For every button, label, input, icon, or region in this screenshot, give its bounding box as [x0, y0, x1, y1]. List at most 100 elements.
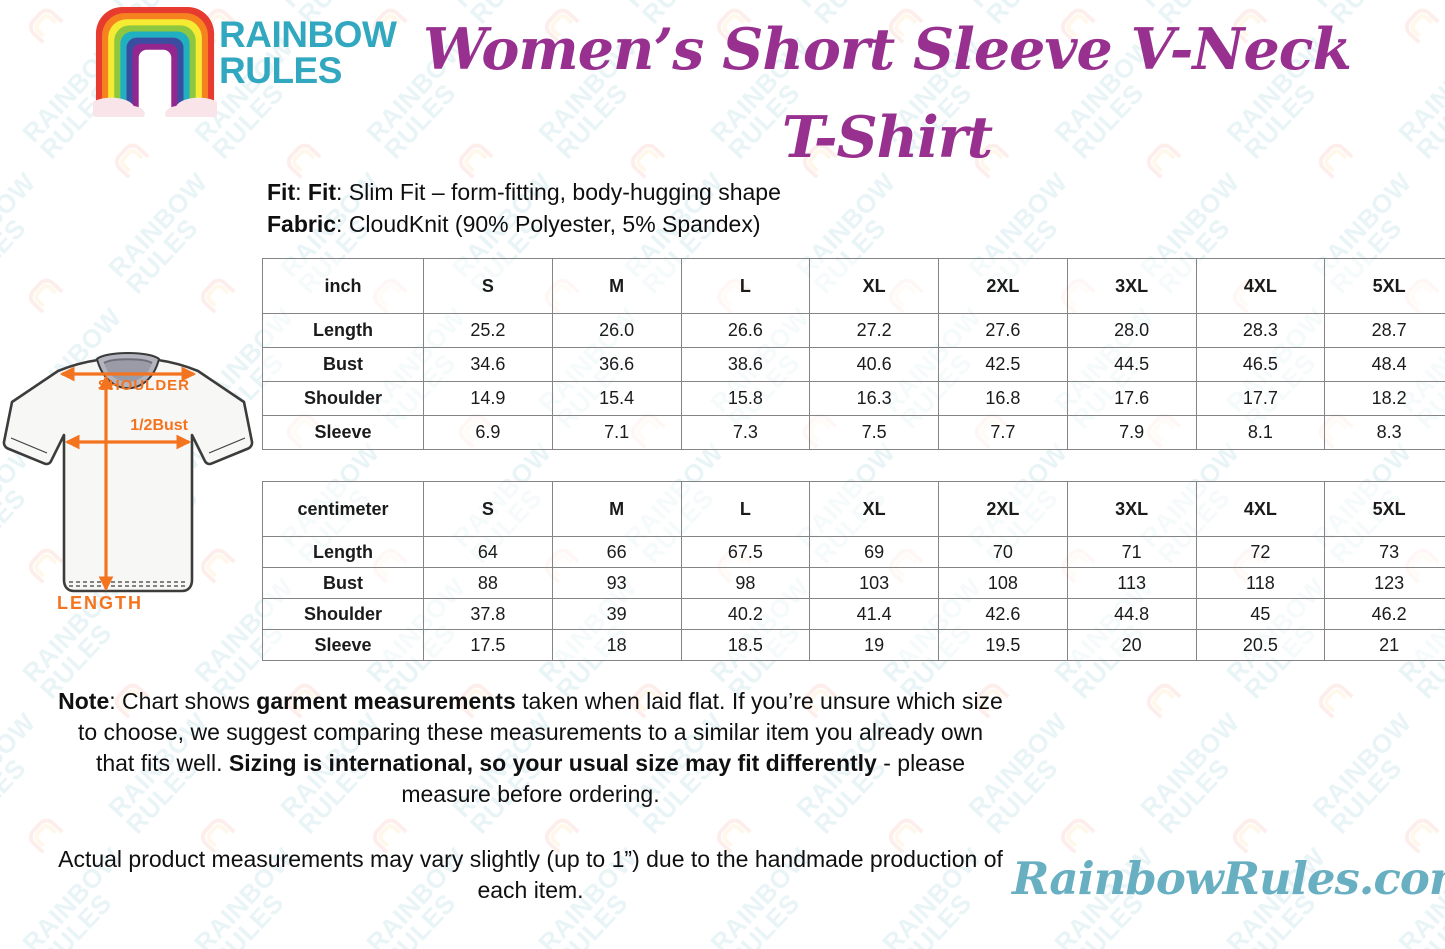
fabric-label: Fabric — [267, 211, 337, 237]
measurement-cell: 46.5 — [1195, 347, 1326, 382]
rainbow-rules-logo-icon — [93, 7, 217, 117]
unit-header: centimeter — [262, 481, 424, 537]
measurement-cell: 44.8 — [1066, 598, 1197, 630]
measurement-row-label: Length — [262, 536, 424, 568]
watermark-text: RAINBOW RULES — [0, 707, 42, 840]
measurement-cell: 14.9 — [423, 381, 553, 416]
size-column-header: 4XL — [1195, 481, 1326, 537]
watermark-text: RAINBOW RULES — [1306, 707, 1418, 840]
measurement-cell: 46.2 — [1324, 598, 1445, 630]
measurement-cell: 70 — [938, 536, 1068, 568]
measurement-cell: 42.5 — [938, 347, 1068, 382]
shoulder-label: SHOULDER — [98, 377, 190, 394]
size-column-header: S — [423, 258, 553, 314]
measurement-cell: 37.8 — [423, 598, 553, 630]
size-column-header: 2XL — [938, 481, 1068, 537]
disclaimer-text: Actual product measurements may vary sli… — [58, 846, 1003, 903]
watermark-rainbow-icon — [1400, 814, 1440, 854]
measurement-cell: 67.5 — [680, 536, 811, 568]
fit-label-2: Fit — [307, 179, 336, 205]
measurement-row-label: Shoulder — [262, 598, 424, 630]
size-column-header: 3XL — [1066, 258, 1197, 314]
measurement-cell: 17.5 — [423, 629, 553, 661]
measurement-row-label: Sleeve — [262, 629, 424, 661]
measurement-cell: 7.9 — [1066, 415, 1197, 450]
measurement-cell: 48.4 — [1324, 347, 1445, 382]
size-column-header: L — [680, 481, 811, 537]
watermark-rainbow-icon — [282, 139, 322, 179]
measurement-cell: 103 — [809, 567, 939, 599]
measurement-cell: 7.5 — [809, 415, 939, 450]
measurement-cell: 38.6 — [680, 347, 811, 382]
note-label: Note — [58, 688, 110, 714]
watermark-rainbow-icon — [24, 4, 64, 44]
measurement-row: Length 64 66 67.5 69 70 71 72 73 — [262, 536, 1445, 568]
measurement-cell: 28.3 — [1195, 313, 1326, 348]
measurement-cell: 17.7 — [1195, 381, 1326, 416]
bust-label: 1/2Bust — [130, 417, 188, 434]
unit-header: inch — [262, 258, 424, 314]
measurement-cell: 98 — [680, 567, 811, 599]
page-title: Women’s Short Sleeve V-Neck T-Shirt — [423, 16, 1352, 172]
fabric-value: CloudKnit (90% Polyester, 5% Spandex) — [348, 211, 761, 237]
measurement-row-label: Sleeve — [262, 415, 424, 450]
measurement-cell: 40.6 — [809, 347, 939, 382]
measurement-cell: 88 — [423, 567, 553, 599]
measurement-row-label: Shoulder — [262, 381, 424, 416]
measurement-cell: 6.9 — [423, 415, 553, 450]
measurement-cell: 45 — [1195, 598, 1326, 630]
size-chart-table-centimeter: centimeter S M L XL 2XL 3XL 4XL 5XL Length 64 66 67.… — [262, 481, 1445, 661]
fit-line: Fit: Fit: Slim Fit – form-fitting, body-… — [267, 179, 781, 205]
measurement-cell: 34.6 — [423, 347, 553, 382]
size-column-header: 5XL — [1324, 481, 1445, 537]
watermark-rainbow-icon — [1142, 679, 1182, 719]
measurement-cell: 44.5 — [1066, 347, 1197, 382]
measurement-cell: 71 — [1066, 536, 1197, 568]
watermark-rainbow-icon — [1314, 679, 1354, 719]
measurement-cell: 25.2 — [423, 313, 553, 348]
watermark-rainbow-icon — [196, 274, 236, 314]
measurement-cell: 8.1 — [1195, 415, 1326, 450]
measurement-cell: 19 — [809, 629, 939, 661]
fabric-line: Fabric: CloudKnit (90% Polyester, 5% Spa… — [267, 211, 761, 237]
product-info: Fit: Fit: Slim Fit – form-fitting, body-… — [267, 176, 781, 240]
watermark-rainbow-icon — [1400, 4, 1440, 44]
measurement-cell: 19.5 — [938, 629, 1068, 661]
size-chart-table-inch: inch S M L XL 2XL 3XL 4XL 5XL Length 25.2 26.0 26.6 2… — [262, 258, 1445, 450]
measurement-cell: 113 — [1066, 567, 1197, 599]
measurement-cell: 16.3 — [809, 381, 939, 416]
measurement-row: Shoulder 14.9 15.4 15.8 16.3 16.8 17.6 17.7 18.2 — [262, 381, 1445, 416]
measurement-cell: 20 — [1066, 629, 1197, 661]
measurement-cell: 73 — [1324, 536, 1445, 568]
measurement-cell: 7.1 — [551, 415, 682, 450]
size-column-header: M — [551, 481, 682, 537]
watermark-rainbow-icon — [24, 274, 64, 314]
measurement-cell: 20.5 — [1195, 629, 1326, 661]
size-column-header: 5XL — [1324, 258, 1445, 314]
measurement-row: Bust 34.6 36.6 38.6 40.6 42.5 44.5 46.5 48.4 — [262, 347, 1445, 382]
measurement-cell: 27.2 — [809, 313, 939, 348]
measurement-cell: 27.6 — [938, 313, 1068, 348]
measurement-cell: 28.0 — [1066, 313, 1197, 348]
measurement-cell: 40.2 — [680, 598, 811, 630]
measurement-cell: 72 — [1195, 536, 1326, 568]
measurement-row: Shoulder 37.8 39 40.2 41.4 42.6 44.8 45 46.2 — [262, 598, 1445, 630]
measurement-cell: 21 — [1324, 629, 1445, 661]
fit-value: Slim Fit – form-fitting, body-hugging sh… — [348, 179, 781, 205]
measurement-row: Length 25.2 26.0 26.6 27.2 27.6 28.0 28.3 28.7 — [262, 313, 1445, 348]
measurement-cell: 108 — [938, 567, 1068, 599]
size-column-header: L — [680, 258, 811, 314]
watermark-text: RAINBOW RULES — [0, 0, 57, 29]
measurement-cell: 64 — [423, 536, 553, 568]
measurement-row-label: Bust — [262, 567, 424, 599]
measurement-cell: 123 — [1324, 567, 1445, 599]
measurement-cell: 18.2 — [1324, 381, 1445, 416]
measurement-row-label: Bust — [262, 347, 424, 382]
measurement-cell: 7.3 — [680, 415, 811, 450]
size-column-header: 3XL — [1066, 481, 1197, 537]
measurement-cell: 66 — [551, 536, 682, 568]
length-label: LENGTH — [57, 593, 143, 613]
measurement-row: Bust 88 93 98 103 108 113 118 123 — [262, 567, 1445, 599]
size-column-header: 4XL — [1195, 258, 1326, 314]
